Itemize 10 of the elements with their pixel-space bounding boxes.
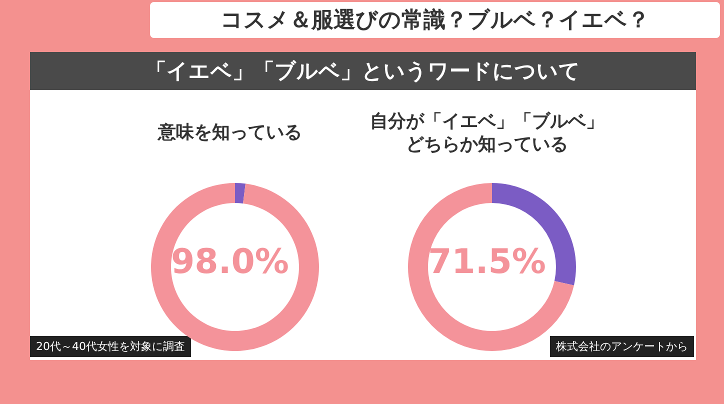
chart-title: 意味を知っている — [156, 121, 303, 146]
text: 20代～40代女性を対象に調査 — [30, 336, 191, 357]
chart-title: 自分が「イエベ」「ブルベ」どちらか知っている — [369, 110, 605, 157]
text: 「イエベ」「ブルベ」というワードについて — [30, 52, 696, 90]
donut-slice — [235, 183, 246, 204]
text: 株式会社のアンケートから — [550, 336, 694, 357]
data-label: 98.0% — [171, 242, 289, 282]
text: コスメ＆服選びの常識？ブルベ？イエベ？ — [150, 2, 720, 38]
data-label: 71.5% — [428, 242, 546, 282]
donut-slice — [151, 183, 319, 351]
